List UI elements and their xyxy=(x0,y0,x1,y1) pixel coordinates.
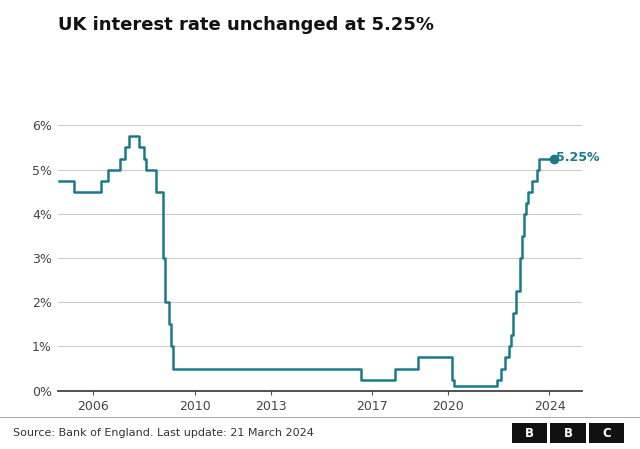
Text: UK interest rate unchanged at 5.25%: UK interest rate unchanged at 5.25% xyxy=(58,16,434,34)
Text: B: B xyxy=(525,427,534,440)
Text: Source: Bank of England. Last update: 21 March 2024: Source: Bank of England. Last update: 21… xyxy=(13,428,314,438)
Text: 5.25%: 5.25% xyxy=(556,151,600,164)
Text: C: C xyxy=(602,427,611,440)
Text: B: B xyxy=(563,427,573,440)
